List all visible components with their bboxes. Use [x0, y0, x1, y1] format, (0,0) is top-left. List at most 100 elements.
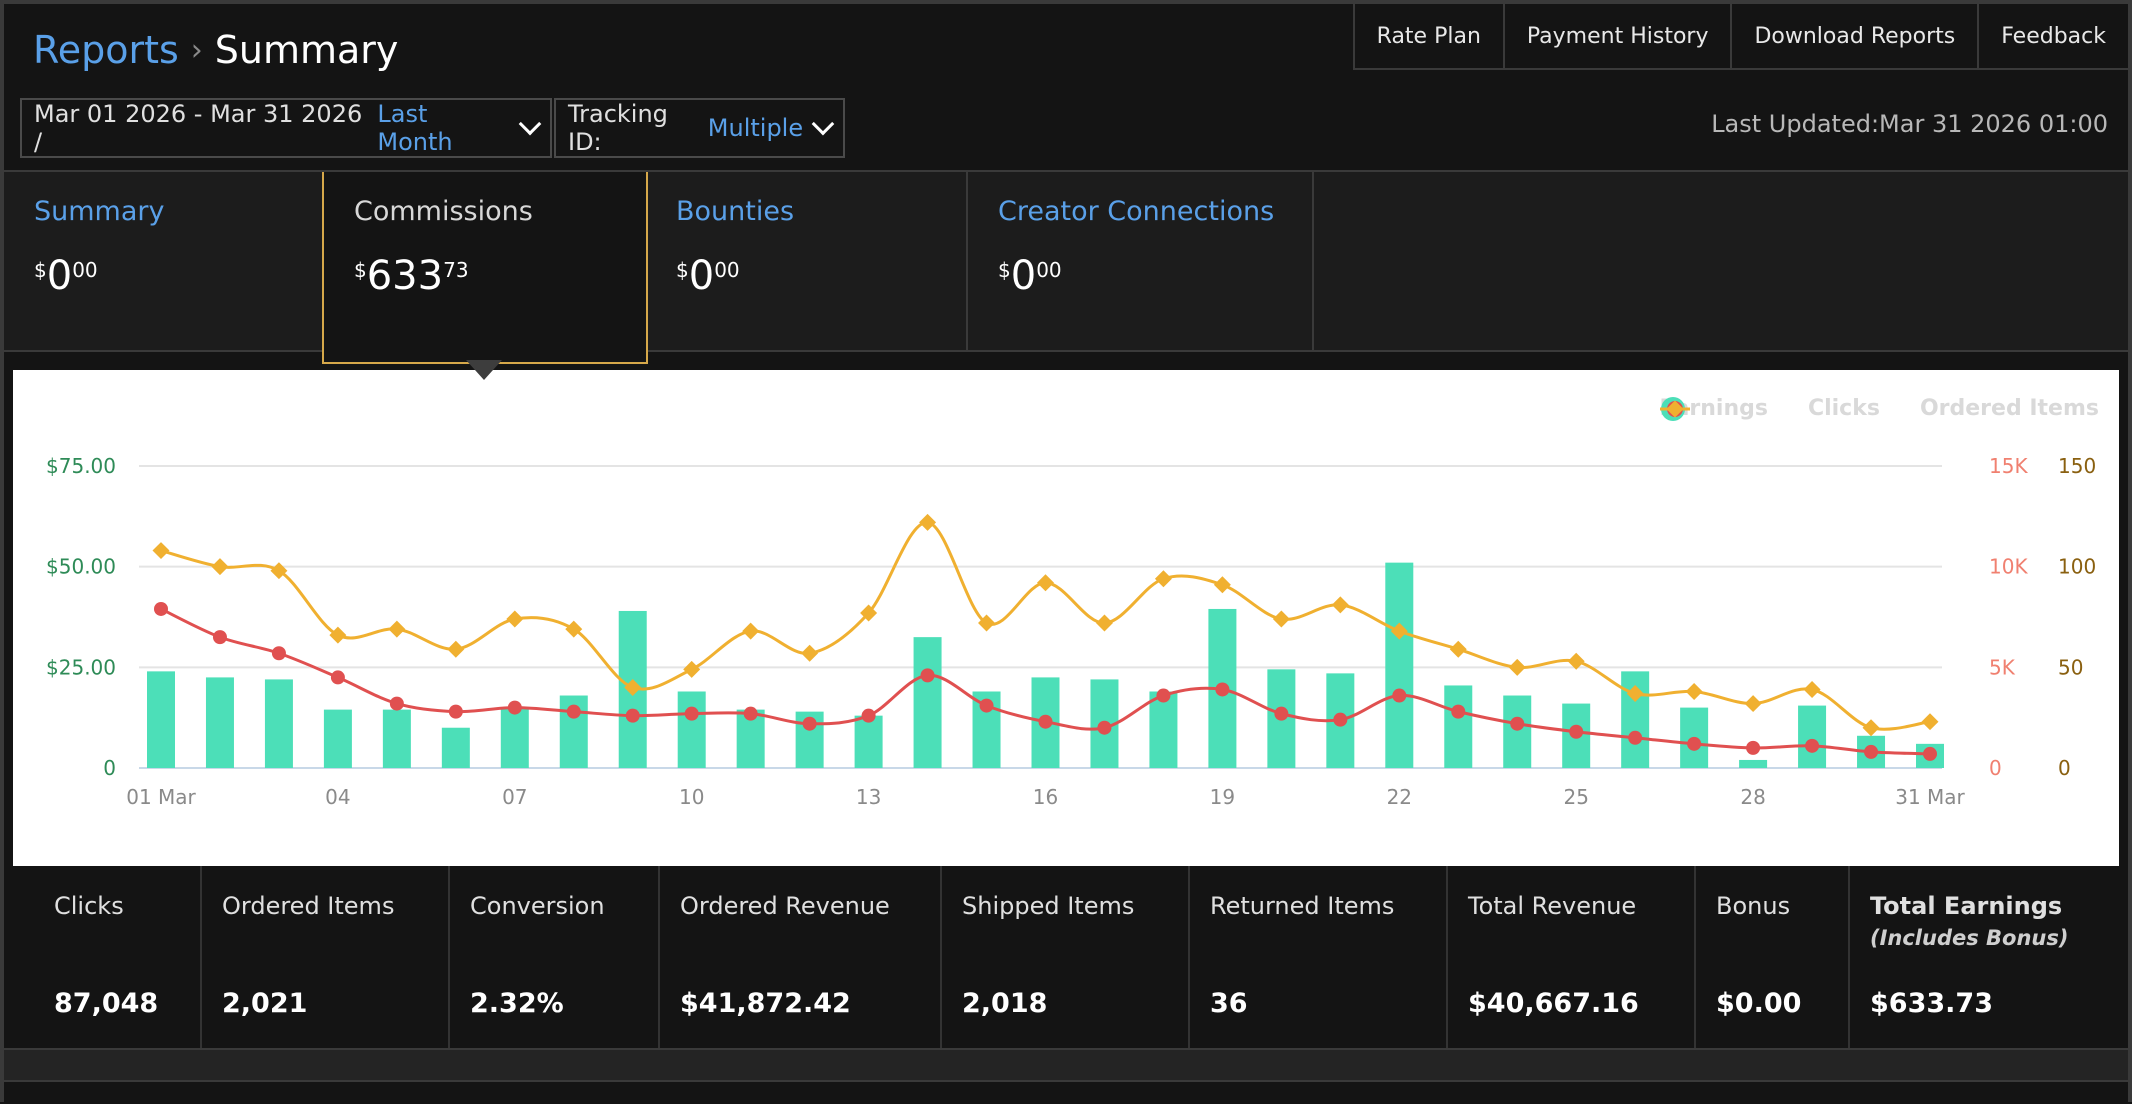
- chart-svg: 0 $25.00 $50.00 $75.00 0 5K 10K 15K 0 50 100 150 01 …: [46, 454, 2096, 809]
- legend-ordered-items-label: Ordered Items: [1919, 396, 2099, 421]
- ordered-items-point: [624, 678, 642, 696]
- stat-bonus-label: Bonus: [1716, 892, 1791, 920]
- y-right-items-tick-label: 0: [2058, 756, 2071, 780]
- earnings-tabs: Summary $ 0 00 Commissions $ 633 73 Boun…: [4, 170, 2128, 364]
- y-left-tick-label: $50.00: [46, 555, 116, 579]
- tab-bounties[interactable]: Bounties $ 0 00: [646, 172, 968, 350]
- ordered-items-point: [270, 562, 288, 580]
- x-tick-label: 25: [1563, 785, 1588, 809]
- legend-clicks[interactable]: Clicks: [1659, 396, 1880, 421]
- clicks-point: [1864, 744, 1879, 759]
- ordered-items-point: [1331, 596, 1349, 614]
- payment-history-button[interactable]: Payment History: [1502, 4, 1731, 70]
- stat-total-earnings-value: $633.73: [1870, 988, 1993, 1019]
- stat-shipped-items-value: 2,018: [962, 988, 1048, 1019]
- rate-plan-button[interactable]: Rate Plan: [1352, 4, 1503, 70]
- tab-commissions-label: Commissions: [354, 196, 533, 227]
- amount-whole: 633: [366, 253, 444, 299]
- breadcrumb-reports-link[interactable]: Reports: [33, 28, 179, 72]
- earnings-bar: [441, 727, 470, 768]
- tab-creator-connections-label: Creator Connections: [998, 196, 1275, 227]
- stat-ordered-revenue-value: $41,872.42: [680, 988, 851, 1019]
- ordered-items-point: [1213, 576, 1231, 594]
- amount-whole: 0: [1010, 253, 1037, 299]
- tab-summary[interactable]: Summary $ 0 00: [4, 172, 324, 350]
- ordered-items-point: [329, 626, 347, 644]
- clicks-point: [1274, 706, 1289, 721]
- legend-clicks-label: Clicks: [1807, 396, 1880, 421]
- y-right-items-tick-label: 50: [2058, 655, 2083, 679]
- clicks-point: [154, 601, 168, 616]
- ordered-items-point: [1803, 680, 1821, 698]
- ordered-items-point: [1921, 713, 1939, 731]
- stat-returned-items-label: Returned Items: [1210, 892, 1395, 920]
- currency-symbol: $: [354, 258, 367, 282]
- clicks-point: [1746, 740, 1761, 755]
- clicks-point: [1215, 682, 1230, 697]
- date-range-dropdown[interactable]: Mar 01 2026 - Mar 31 2026 / Last Month: [20, 98, 552, 158]
- tab-creator-connections[interactable]: Creator Connections $ 0 00: [968, 172, 1314, 350]
- x-tick-label: 07: [502, 785, 527, 809]
- clicks-point: [212, 630, 227, 645]
- stat-clicks-label: Clicks: [54, 892, 124, 920]
- tab-commissions-amount: $ 633 73: [354, 254, 469, 298]
- clicks-point: [979, 698, 994, 713]
- ordered-items-point: [506, 610, 524, 628]
- clicks-point: [448, 704, 463, 719]
- feedback-button[interactable]: Feedback: [1977, 4, 2128, 70]
- stat-total-earnings: Total Earnings (Includes Bonus) $633.73: [1850, 866, 2128, 1048]
- stat-ordered-items-label: Ordered Items: [222, 892, 395, 920]
- tab-commissions[interactable]: Commissions $ 633 73: [322, 172, 648, 364]
- earnings-bar: [1503, 695, 1532, 768]
- top-nav: Rate Plan Payment History Download Repor…: [1352, 4, 2128, 70]
- amount-whole: 0: [46, 253, 73, 299]
- tab-summary-label: Summary: [34, 196, 165, 227]
- clicks-point: [684, 706, 699, 721]
- stat-conversion-value: 2.32%: [470, 988, 564, 1019]
- legend-ordered-items[interactable]: Ordered Items: [1659, 396, 2099, 421]
- clicks-point: [330, 670, 345, 685]
- tab-bounties-label: Bounties: [676, 196, 795, 227]
- ordered-items-point: [1095, 614, 1113, 632]
- stat-total-earnings-sub: (Includes Bonus): [1870, 926, 2069, 950]
- clicks-point: [1392, 688, 1407, 703]
- ordered-items-point: [1626, 685, 1644, 702]
- download-reports-button[interactable]: Download Reports: [1730, 4, 1978, 70]
- earnings-bar: [147, 671, 175, 768]
- y-right-clicks-tick-label: 10K: [1989, 555, 2028, 579]
- stat-total-revenue-value: $40,667.16: [1468, 988, 1639, 1019]
- stats-bar: Clicks 87,048 Ordered Items 2,021 Conver…: [4, 866, 2128, 1050]
- tracking-id-dropdown[interactable]: Tracking ID: Multiple: [554, 98, 845, 158]
- clicks-point: [1097, 720, 1112, 735]
- y-left-tick-label: $75.00: [46, 454, 116, 478]
- earnings-bar: [382, 709, 411, 768]
- y-right-items-tick-label: 150: [2058, 454, 2096, 478]
- amount-cents: 00: [72, 258, 98, 282]
- earnings-bar: [205, 677, 234, 768]
- date-range-text: Mar 01 2026 - Mar 31 2026 /: [34, 100, 363, 156]
- ordered-items-point: [1862, 719, 1880, 737]
- earnings-bar: [1739, 759, 1768, 768]
- tracking-id-value: Multiple: [707, 114, 804, 142]
- stat-total-revenue: Total Revenue $40,667.16: [1448, 866, 1696, 1048]
- x-tick-label: 28: [1740, 785, 1765, 809]
- ordered-items-point: [1744, 695, 1762, 713]
- y-right-clicks-tick-label: 15K: [1989, 454, 2028, 478]
- tab-creator-connections-amount: $ 0 00: [998, 254, 1062, 298]
- clicks-point: [1451, 704, 1466, 719]
- chart-legend: Earnings Clicks Ordered Items: [1659, 396, 2099, 421]
- stat-bonus: Bonus $0.00: [1696, 866, 1850, 1048]
- earnings-bar: [1798, 705, 1827, 768]
- ordered-items-point: [1272, 610, 1290, 628]
- earnings-bar: [1444, 685, 1473, 768]
- bottom-panel-edge: [4, 1080, 2128, 1104]
- clicks-point: [1038, 714, 1053, 729]
- clicks-point: [271, 646, 286, 661]
- currency-symbol: $: [676, 258, 689, 282]
- stat-total-revenue-label: Total Revenue: [1468, 892, 1637, 920]
- clicks-point: [743, 706, 758, 721]
- chevron-down-icon: [811, 112, 835, 136]
- stat-ordered-items: Ordered Items 2,021: [202, 866, 450, 1048]
- x-tick-label: 16: [1033, 785, 1058, 809]
- ordered-items-point: [152, 542, 170, 560]
